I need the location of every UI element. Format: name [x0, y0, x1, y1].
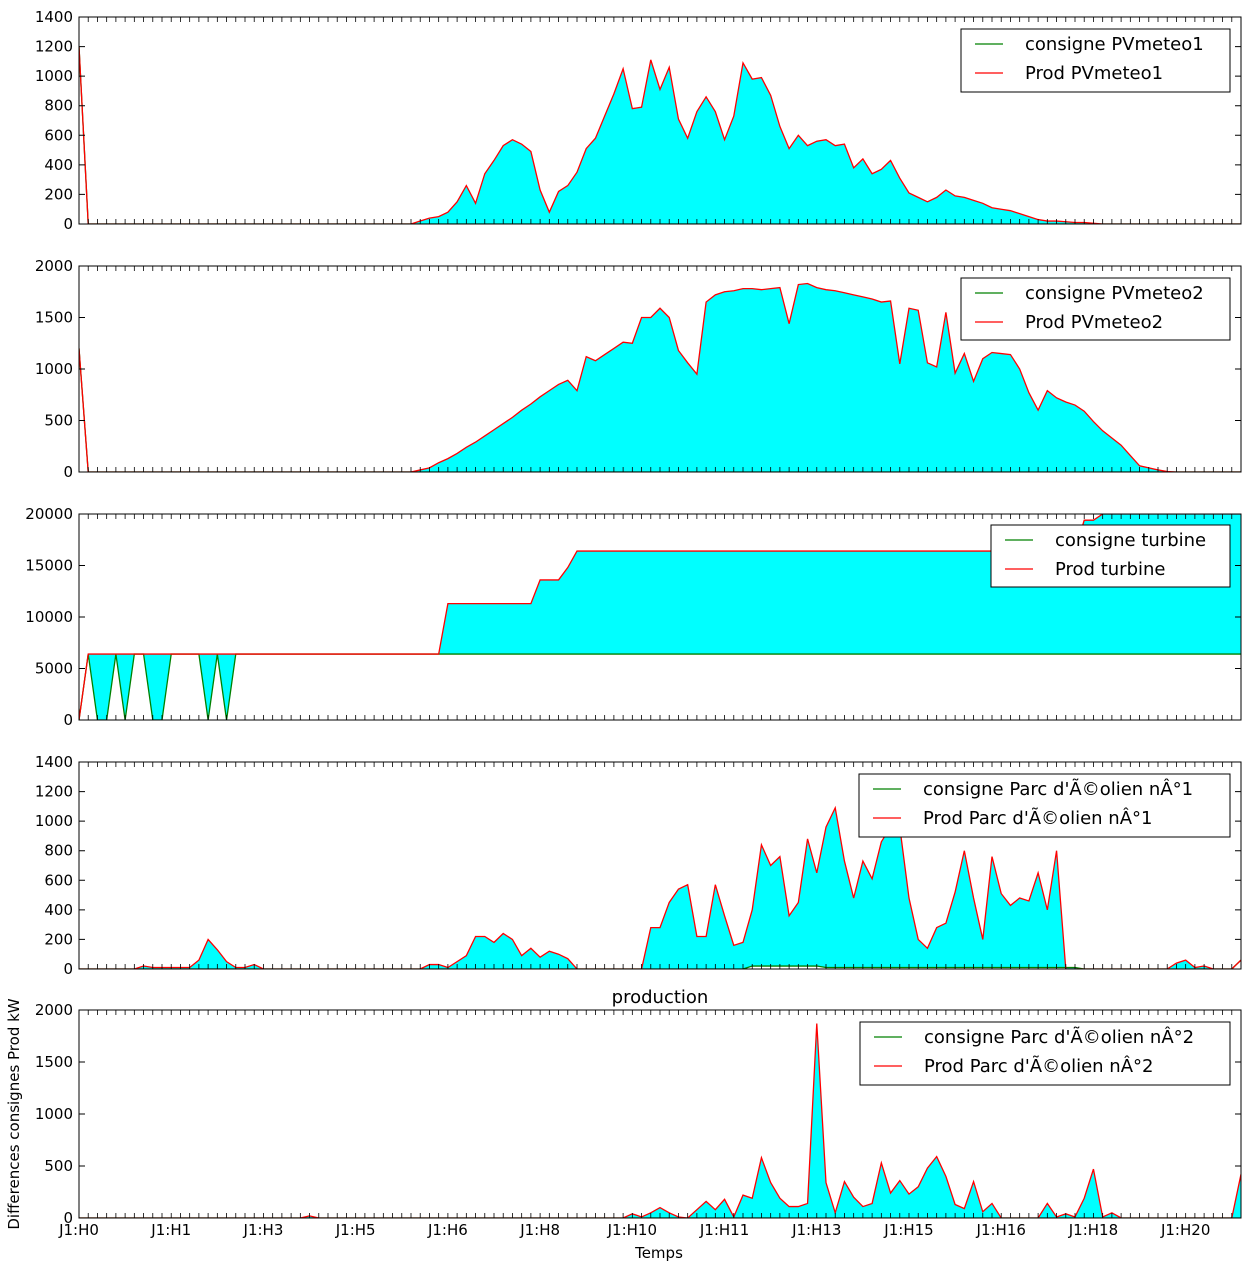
y-tick-label: 1000 — [35, 812, 73, 830]
y-tick-label: 0 — [63, 1209, 73, 1227]
x-ticks — [78, 17, 1242, 224]
difference-area — [79, 807, 1241, 969]
y-tick-label: 600 — [44, 126, 73, 144]
y-tick-label: 800 — [44, 842, 73, 860]
y-tick-label: 1500 — [35, 309, 73, 327]
difference-area — [79, 46, 1241, 224]
chart-panel-4: 0 200 400 600 800 1000 1200 1400 consigne Parc d… — [35, 753, 1242, 978]
y-tick-label: 1000 — [35, 360, 73, 378]
legend-label-prod: Prod PVmeteo2 — [1025, 312, 1163, 333]
legend-label-consigne: consigne Parc d'Ã©olien nÂ°1 — [923, 778, 1193, 800]
legend-label-consigne: consigne turbine — [1055, 530, 1206, 551]
y-tick-label: 0 — [63, 215, 73, 233]
chart-panel-2: 0 500 1000 1500 2000 consigne PVmeteo2 Prod PV… — [35, 257, 1242, 481]
legend-box — [960, 277, 1231, 341]
series-line-consigne — [79, 653, 1241, 720]
y-tick-label: 1500 — [35, 1053, 73, 1071]
y-tick-label: 1200 — [35, 783, 73, 801]
x-tick-label: J1:H5 — [335, 1221, 376, 1239]
legend-label-consigne: consigne PVmeteo2 — [1025, 283, 1204, 304]
y-tick-label: 20000 — [25, 505, 73, 523]
y-tick-label: 10000 — [25, 608, 73, 626]
y-tick-label: 600 — [44, 871, 73, 889]
legend-box — [858, 773, 1231, 838]
x-ticks — [78, 514, 1242, 720]
x-tick-label: J1:H3 — [243, 1221, 284, 1239]
y-tick-label: 400 — [44, 156, 73, 174]
y-tick-label: 1400 — [35, 753, 73, 771]
legend-label-prod: Prod Parc d'Ã©olien nÂ°1 — [923, 807, 1152, 829]
y-tick-label: 15000 — [25, 557, 73, 575]
x-tick-label: J1:H15 — [883, 1221, 933, 1239]
panel-title: production — [612, 987, 709, 1008]
x-tick-label: J1:H1 — [150, 1221, 191, 1239]
chart-panel-3: 0 5000 10000 15000 20000 consigne turbine Prod… — [25, 505, 1242, 729]
legend-label-prod: Prod turbine — [1055, 559, 1165, 580]
y-tick-label: 2000 — [35, 257, 73, 275]
series-line-prod — [79, 282, 1241, 472]
x-tick-label: J1:H10 — [607, 1221, 657, 1239]
legend-label-consigne: consigne Parc d'Ã©olien nÂ°2 — [924, 1026, 1194, 1048]
x-tick-label: J1:H0 — [58, 1221, 99, 1239]
y-tick-label: 500 — [44, 412, 73, 430]
y-tick-label: 200 — [44, 930, 73, 948]
chart-panels: 0 200 400 600 800 1000 1200 1400 consigne PVmete… — [25, 8, 1242, 1239]
figure-xlabel: Temps — [634, 1244, 683, 1262]
y-tick-label: 0 — [63, 463, 73, 481]
y-tick-label: 1200 — [35, 38, 73, 56]
chart-panel-1: 0 200 400 600 800 1000 1200 1400 consigne PVmete… — [35, 8, 1242, 233]
y-tick-label: 0 — [63, 711, 73, 729]
x-ticks — [78, 762, 1242, 969]
difference-area — [79, 514, 1241, 720]
y-tick-label: 800 — [44, 97, 73, 115]
legend-label-prod: Prod PVmeteo1 — [1025, 63, 1163, 84]
legend: consigne turbine Prod turbine — [990, 524, 1231, 588]
y-tick-label: 1400 — [35, 8, 73, 26]
legend-box — [859, 1021, 1231, 1086]
chart-panel-5: 0 500 1000 1500 2000 production J1:H0 J1:H1 J1:H… — [35, 987, 1242, 1239]
x-ticks — [78, 1010, 1242, 1218]
x-tick-label: J1:H13 — [791, 1221, 841, 1239]
y-tick-label: 5000 — [35, 660, 73, 678]
y-tick-label: 2000 — [35, 1001, 73, 1019]
legend: consigne PVmeteo1 Prod PVmeteo1 — [960, 28, 1231, 93]
legend: consigne Parc d'Ã©olien nÂ°2 Prod Parc d'… — [859, 1021, 1231, 1086]
x-tick-label: J1:H11 — [699, 1221, 749, 1239]
series-line-prod — [79, 805, 1241, 969]
figure-ylabel: Differences consignes Prod kW — [5, 998, 23, 1229]
y-tick-label: 200 — [44, 185, 73, 203]
y-tick-label: 1000 — [35, 67, 73, 85]
legend: consigne Parc d'Ã©olien nÂ°1 Prod Parc d'… — [858, 773, 1231, 838]
legend-label-prod: Prod Parc d'Ã©olien nÂ°2 — [924, 1055, 1153, 1077]
legend-box — [990, 524, 1231, 588]
y-tick-label: 0 — [63, 960, 73, 978]
x-tick-label: J1:H20 — [1160, 1221, 1210, 1239]
x-tick-label: J1:H6 — [427, 1221, 468, 1239]
legend-label-consigne: consigne PVmeteo1 — [1025, 34, 1204, 55]
legend: consigne PVmeteo2 Prod PVmeteo2 — [960, 277, 1231, 341]
y-tick-label: 1000 — [35, 1105, 73, 1123]
y-tick-label: 400 — [44, 901, 73, 919]
difference-area — [79, 283, 1241, 472]
legend-box — [960, 28, 1231, 93]
x-tick-label: J1:H8 — [519, 1221, 560, 1239]
x-ticks — [78, 266, 1242, 472]
series-line-prod — [79, 1023, 1241, 1218]
y-tick-label: 500 — [44, 1157, 73, 1175]
x-tick-label: J1:H16 — [976, 1221, 1026, 1239]
x-tick-label: J1:H18 — [1068, 1221, 1118, 1239]
